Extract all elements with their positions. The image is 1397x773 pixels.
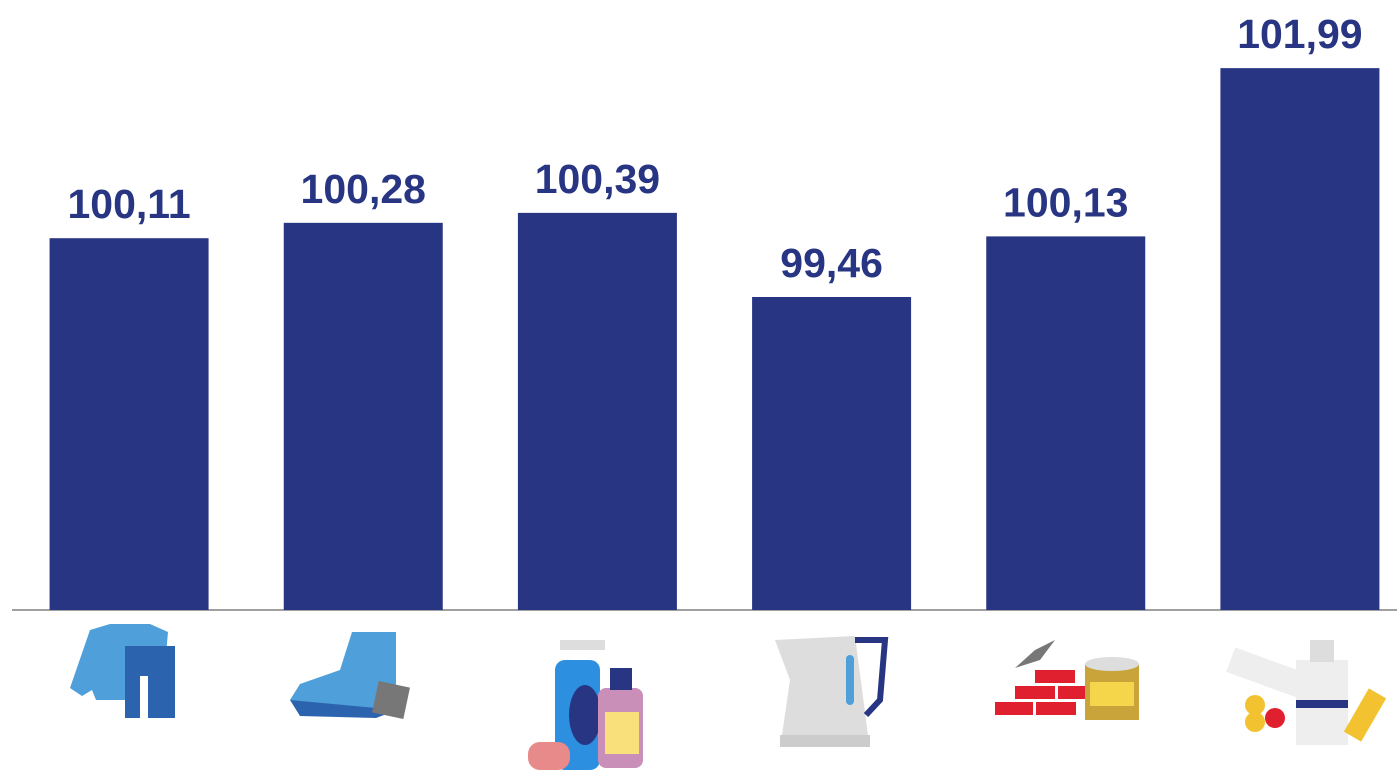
icon-clothes <box>70 624 175 718</box>
value-label: 100,11 <box>68 181 191 227</box>
bar <box>50 238 209 610</box>
bar <box>518 213 677 610</box>
value-label: 100,28 <box>301 166 426 212</box>
icon-cleaning <box>528 640 643 770</box>
bar <box>986 236 1145 610</box>
bar <box>752 297 911 610</box>
value-label: 99,46 <box>780 240 883 286</box>
icon-bricks <box>995 640 1139 720</box>
icons <box>70 624 1386 770</box>
value-label: 101,99 <box>1237 11 1362 57</box>
icon-boot <box>290 632 410 719</box>
bar <box>284 223 443 610</box>
icon-kettle <box>775 636 885 747</box>
bar <box>1220 68 1379 610</box>
value-label: 100,39 <box>535 156 660 202</box>
icon-medicine <box>1226 640 1386 745</box>
chart: 100,11 100,28 100,39 99,46 100,13 101,99 <box>0 0 1397 773</box>
value-label: 100,13 <box>1003 179 1128 225</box>
